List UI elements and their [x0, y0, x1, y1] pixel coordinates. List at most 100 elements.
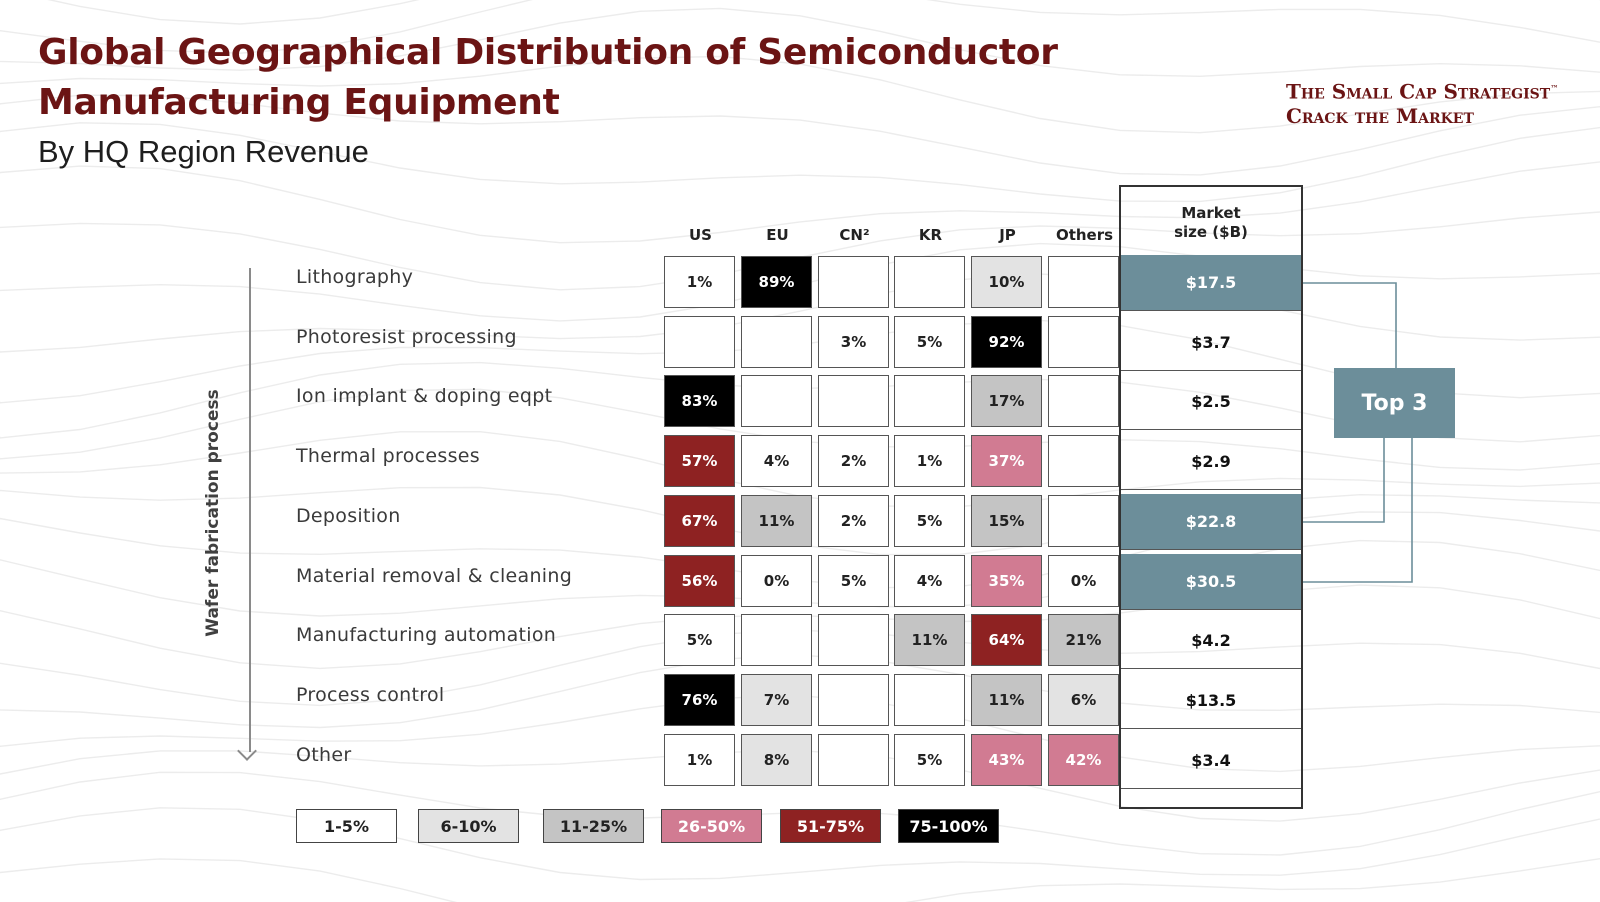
row-label-thermal-processes: Thermal processes [296, 445, 480, 467]
heatmap-cell [1048, 256, 1119, 308]
heatmap-cell [741, 316, 812, 368]
market-size-header: Market size ($B) [1120, 204, 1302, 242]
heatmap-cell: 1% [664, 256, 735, 308]
column-header-eu: EU [766, 226, 789, 244]
heatmap-cell [818, 375, 889, 427]
heatmap-cell: 1% [894, 435, 965, 487]
column-header-us: US [689, 226, 712, 244]
heatmap-cell: 89% [741, 256, 812, 308]
page-title: Global Geographical Distribution of Semi… [38, 28, 1158, 128]
heatmap-cell [894, 375, 965, 427]
brand-line-1: The Small Cap Strategist [1286, 79, 1551, 104]
heatmap-cell [741, 614, 812, 666]
row-label-deposition: Deposition [296, 505, 401, 527]
contour-line [47, 0, 1600, 25]
row-label-material-removal-cleaning: Material removal & cleaning [296, 565, 573, 587]
heatmap-cell: 5% [664, 614, 735, 666]
contour-line [0, 55, 1600, 134]
heatmap-cell [894, 674, 965, 726]
market-size-cell: $30.5 [1121, 554, 1301, 610]
heatmap-cell: 11% [741, 495, 812, 547]
heatmap-cell [818, 614, 889, 666]
market-size-column [1119, 185, 1303, 809]
heatmap-cell: 92% [971, 316, 1042, 368]
market-size-cell: $22.8 [1121, 494, 1301, 550]
heatmap-cell: 43% [971, 734, 1042, 786]
market-size-cell: $4.2 [1121, 613, 1301, 669]
heatmap-cell [894, 256, 965, 308]
market-size-cell: $2.9 [1121, 434, 1301, 490]
heatmap-cell: 1% [664, 734, 735, 786]
contour-line [0, 807, 1600, 881]
heatmap-cell: 5% [818, 555, 889, 607]
heatmap-cell [1048, 316, 1119, 368]
brand-line-2: Crack the Market [1286, 103, 1474, 128]
heatmap-cell: 11% [894, 614, 965, 666]
title-line-1: Global Geographical Distribution of Semi… [38, 32, 1058, 73]
heatmap-cell [664, 316, 735, 368]
heatmap-cell: 11% [971, 674, 1042, 726]
contour-line [0, 7, 1600, 78]
contour-line [0, 430, 1600, 508]
page-subtitle: By HQ Region Revenue [38, 134, 369, 169]
heatmap-cell: 7% [741, 674, 812, 726]
contour-line [0, 0, 1600, 54]
row-label-manufacturing-automation: Manufacturing automation [296, 624, 557, 646]
row-label-other: Other [296, 744, 352, 766]
market-size-cell: $3.7 [1121, 315, 1301, 371]
row-label-lithography: Lithography [296, 266, 414, 288]
heatmap-cell: 6% [1048, 674, 1119, 726]
heatmap-cell: 10% [971, 256, 1042, 308]
heatmap-cell [1048, 495, 1119, 547]
market-header-line-1: Market [1181, 204, 1241, 222]
heatmap-cell: 15% [971, 495, 1042, 547]
heatmap-cell: 0% [1048, 555, 1119, 607]
column-header-jp: JP [999, 226, 1016, 244]
top3-connector-line [1301, 438, 1385, 523]
brand-logo: The Small Cap Strategist™ Crack the Mark… [1286, 76, 1558, 128]
heatmap-cell [1048, 375, 1119, 427]
title-line-2: Manufacturing Equipment [38, 82, 560, 123]
heatmap-cell: 76% [664, 674, 735, 726]
heatmap-cell: 2% [818, 495, 889, 547]
legend-item: 1-5% [296, 809, 397, 843]
heatmap-cell: 35% [971, 555, 1042, 607]
heatmap-cell: 83% [664, 375, 735, 427]
top3-connector-line [1301, 282, 1397, 368]
heatmap-cell [741, 375, 812, 427]
y-axis-line [249, 268, 251, 752]
top3-badge: Top 3 [1334, 368, 1455, 438]
heatmap-cell: 5% [894, 734, 965, 786]
market-size-cell: $13.5 [1121, 673, 1301, 729]
heatmap-cell: 5% [894, 495, 965, 547]
contour-line [0, 94, 1600, 176]
column-header-kr: KR [918, 226, 943, 244]
legend-item: 51-75% [780, 809, 881, 843]
market-size-cell: $3.4 [1121, 733, 1301, 789]
heatmap-cell [818, 256, 889, 308]
market-size-cell: $17.5 [1121, 255, 1301, 311]
market-size-cell: $2.5 [1121, 374, 1301, 430]
heatmap-cell: 8% [741, 734, 812, 786]
contour-line [0, 122, 1600, 203]
legend-item: 11-25% [543, 809, 644, 843]
row-label-process-control: Process control [296, 684, 445, 706]
heatmap-cell: 67% [664, 495, 735, 547]
heatmap-cell: 37% [971, 435, 1042, 487]
brand-trademark: ™ [1550, 83, 1559, 93]
market-header-line-2: size ($B) [1174, 223, 1248, 241]
legend-item: 26-50% [661, 809, 762, 843]
top3-connector-line [1301, 438, 1413, 583]
heatmap-cell [818, 734, 889, 786]
legend-item: 6-10% [418, 809, 519, 843]
row-label-photoresist-processing: Photoresist processing [296, 326, 517, 348]
column-header-cn: CN² [839, 226, 870, 244]
heatmap-cell [1048, 435, 1119, 487]
heatmap-cell: 56% [664, 555, 735, 607]
heatmap-cell: 17% [971, 375, 1042, 427]
heatmap-cell: 4% [894, 555, 965, 607]
heatmap-cell: 0% [741, 555, 812, 607]
legend-item: 75-100% [898, 809, 999, 843]
heatmap-cell: 3% [818, 316, 889, 368]
